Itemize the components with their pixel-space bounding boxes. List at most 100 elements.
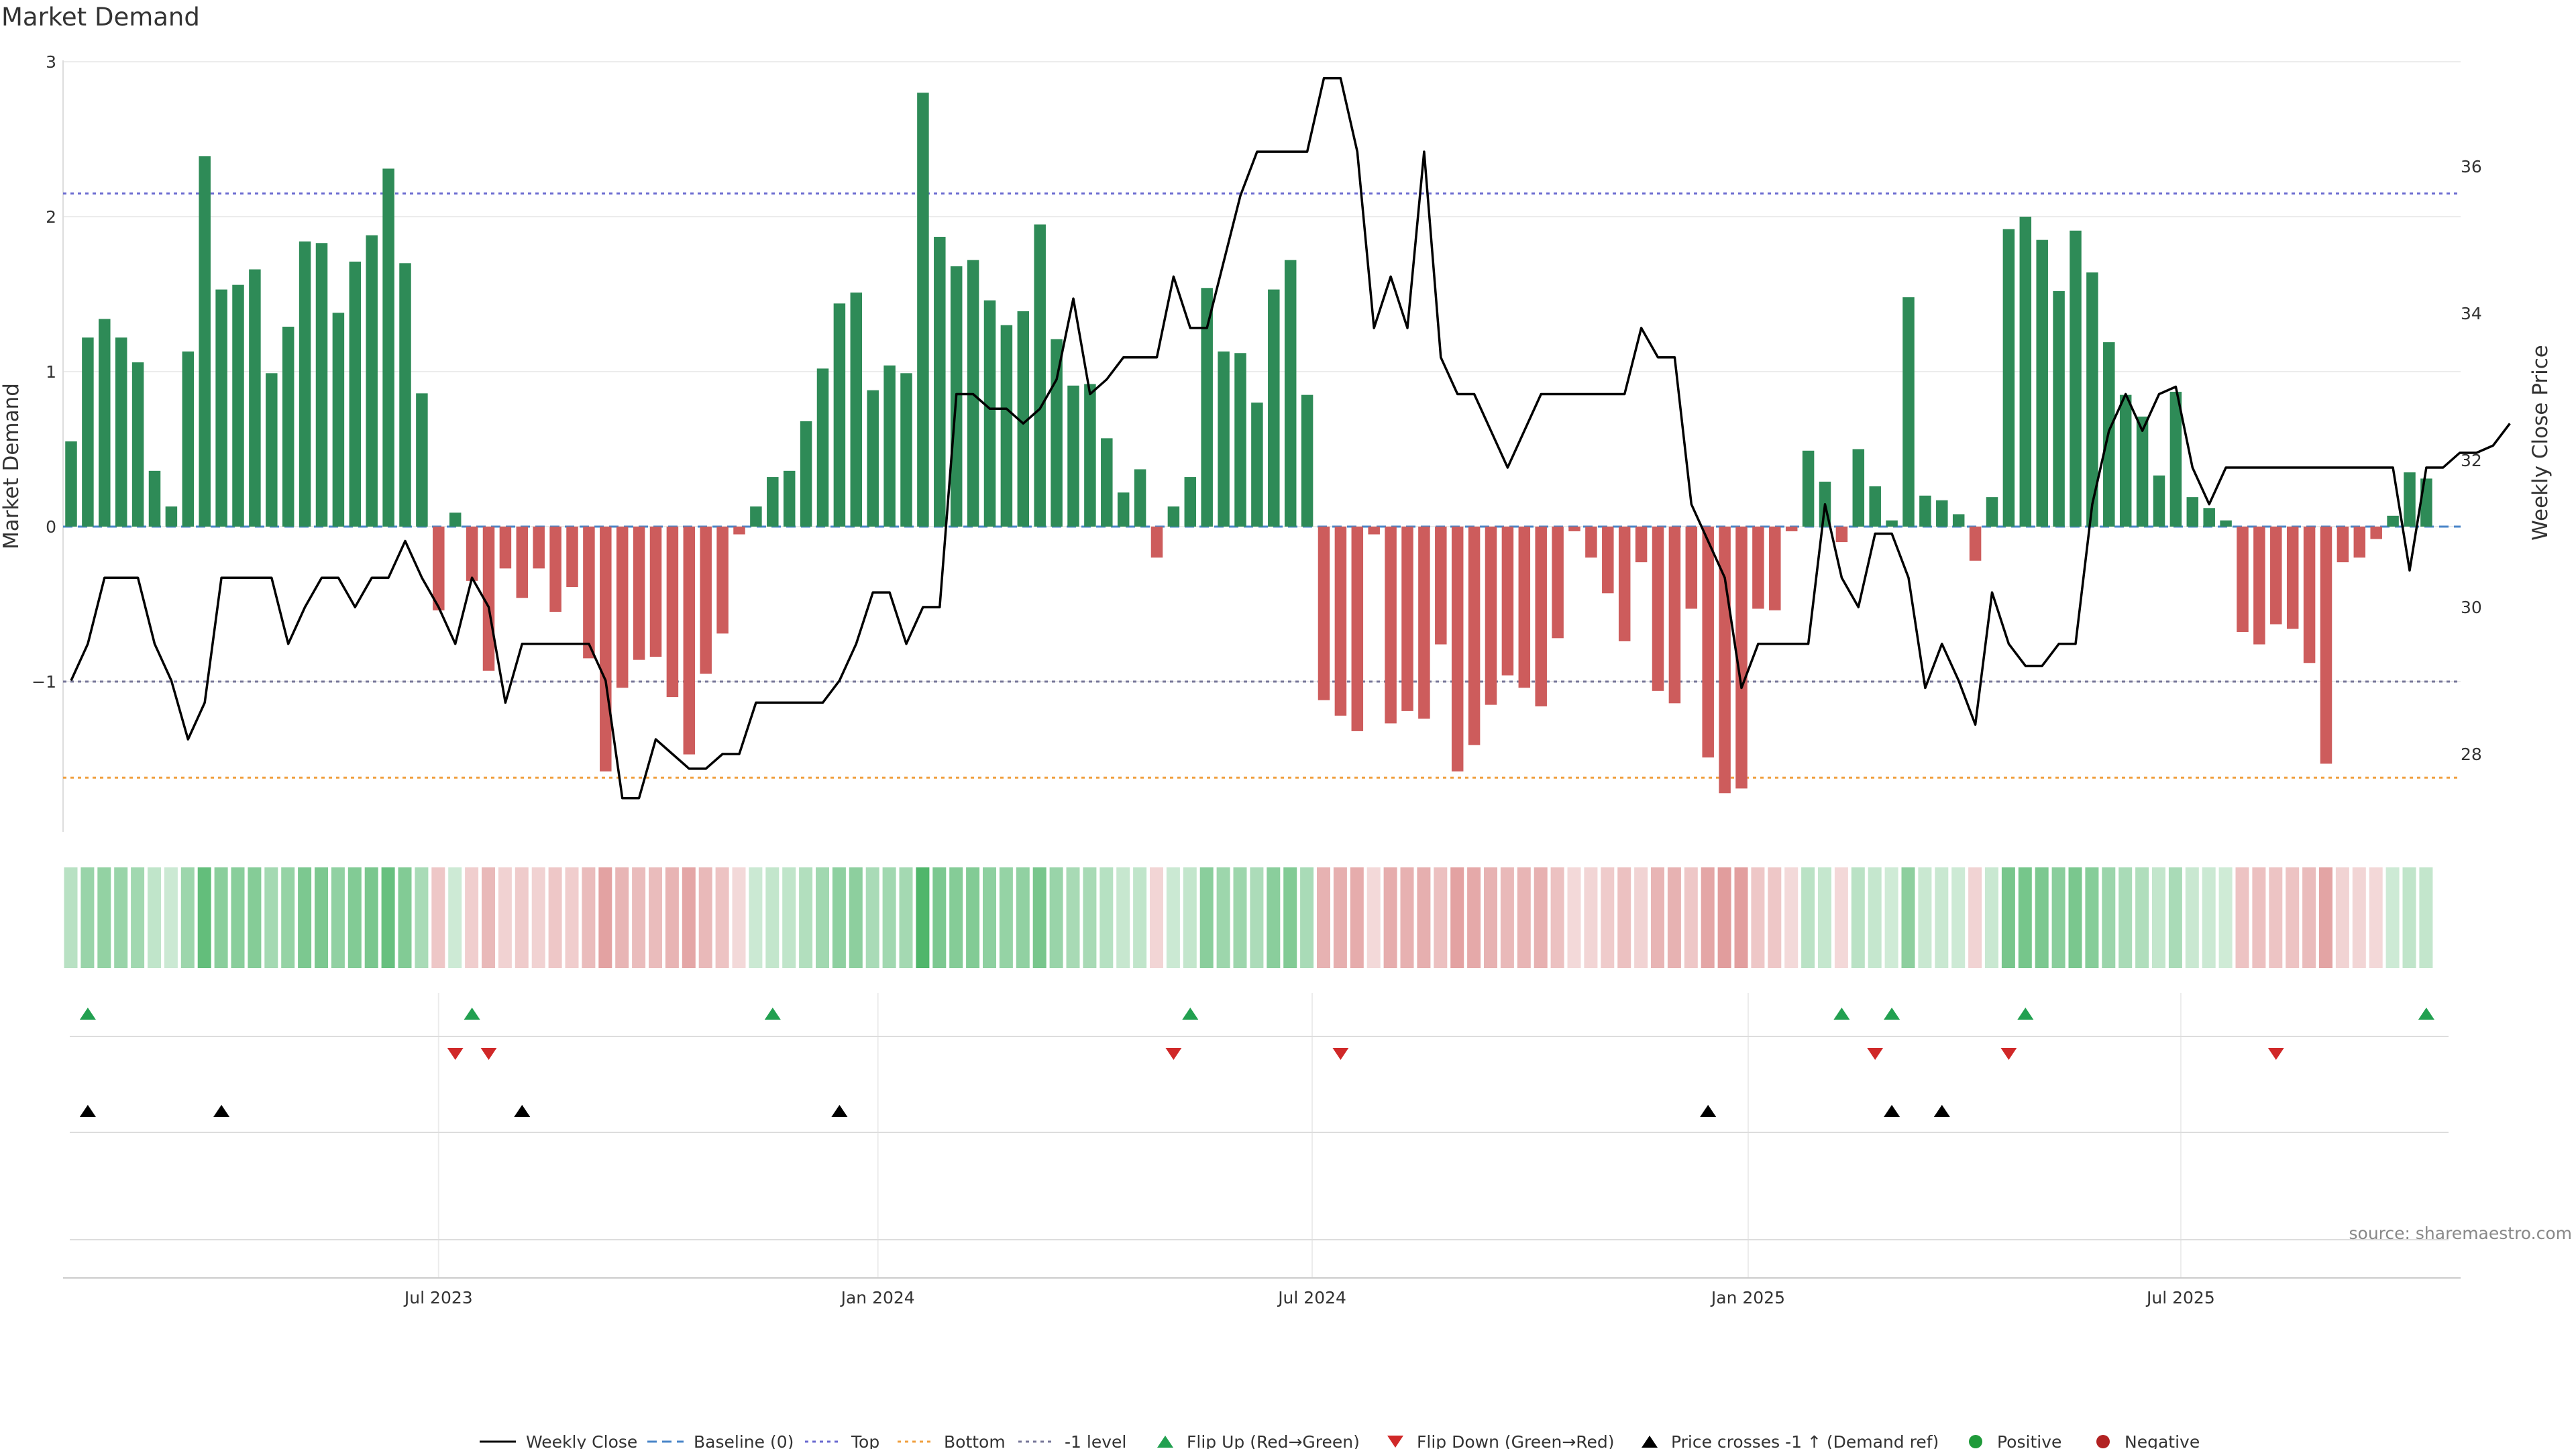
demand-bar <box>1218 351 1230 527</box>
heat-cell <box>1884 867 1898 968</box>
heat-cell <box>849 867 863 968</box>
demand-bar <box>1051 339 1063 527</box>
demand-bar <box>2136 416 2149 527</box>
demand-bar <box>1418 527 1430 719</box>
heat-cell <box>649 867 662 968</box>
heat-cell <box>983 867 996 968</box>
demand-bar <box>2237 527 2249 633</box>
demand-bar <box>299 241 311 527</box>
demand-bar <box>315 243 328 527</box>
flip-up-marker <box>2418 1008 2434 1020</box>
heat-cell <box>1267 867 1281 968</box>
demand-bar <box>1101 438 1113 527</box>
demand-bar <box>2286 527 2299 629</box>
heat-cell <box>1701 867 1715 968</box>
flip-down-marker <box>1867 1048 1884 1060</box>
y-right-tick-label: 34 <box>2461 304 2482 323</box>
heat-cell <box>1935 867 1949 968</box>
heat-cell <box>2135 867 2149 968</box>
heat-cell <box>1851 867 1865 968</box>
heat-cell <box>80 867 95 968</box>
demand-bar <box>1501 527 1514 676</box>
heat-cell <box>916 867 930 968</box>
demand-bar <box>783 470 796 527</box>
heat-cell <box>1032 867 1046 968</box>
demand-bar <box>382 168 394 527</box>
heat-cell <box>1366 867 1381 968</box>
demand-heat-strip <box>64 867 2433 968</box>
price-cross-marker <box>79 1105 96 1117</box>
heat-cell <box>665 867 679 968</box>
left-axis-title: Market Demand <box>0 383 23 549</box>
demand-bar <box>2220 520 2232 527</box>
heat-cell <box>97 867 111 968</box>
heat-cell <box>1901 867 1915 968</box>
demand-bar <box>349 261 362 527</box>
demand-bar <box>2320 527 2332 764</box>
heat-cell <box>598 867 612 968</box>
legend-swatch <box>1642 1436 1658 1448</box>
demand-bar <box>2337 527 2349 563</box>
demand-bar <box>148 470 161 527</box>
axis-ticks: −1 0 1 2 3 28 30 32 34 36 Jul 2023 Jan 2024 Jul 2024… <box>32 52 2482 1307</box>
legend-label: Negative <box>2125 1432 2200 1449</box>
demand-bar <box>733 527 745 535</box>
demand-bar <box>867 390 879 527</box>
heat-cell <box>1868 867 1882 968</box>
demand-bar <box>2169 392 2182 527</box>
demand-bar <box>1468 527 1481 745</box>
heat-cell <box>1951 867 1966 968</box>
heat-cell <box>1083 867 1097 968</box>
heat-cell <box>197 867 211 968</box>
demand-bar <box>750 506 762 527</box>
price-cross-marker <box>1933 1105 1950 1117</box>
demand-bar <box>2070 230 2082 527</box>
flip-up-marker <box>464 1008 480 1020</box>
flip-down-marker <box>480 1048 497 1060</box>
demand-bar <box>1668 527 1681 704</box>
demand-bar <box>232 284 244 527</box>
demand-bar <box>1034 224 1046 527</box>
demand-bar <box>165 506 178 527</box>
demand-bar <box>282 327 294 527</box>
demand-bar <box>1735 527 1748 789</box>
heat-cell <box>1383 867 1397 968</box>
demand-bar <box>767 477 779 527</box>
heat-cell <box>1617 867 1631 968</box>
legend: Weekly Close Baseline (0) Top Bottom -1 leve… <box>480 1432 2200 1449</box>
demand-bar <box>2370 527 2382 539</box>
flip-up-marker <box>1182 1008 1199 1020</box>
demand-bar <box>1201 288 1213 527</box>
x-tick-label: Jul 2024 <box>1277 1288 1346 1307</box>
heat-cell <box>1099 867 1114 968</box>
legend-label: Bottom <box>944 1432 1006 1449</box>
price-cross-marker <box>1884 1105 1900 1117</box>
heat-cell <box>2085 867 2099 968</box>
demand-bar <box>2303 527 2316 663</box>
heat-cell <box>548 867 562 968</box>
heat-cell <box>2218 867 2233 968</box>
heat-cell <box>1768 867 1782 968</box>
demand-bar <box>800 421 812 527</box>
heat-cell <box>1500 867 1514 968</box>
y-left-tick-label: 0 <box>46 517 56 537</box>
heat-cell <box>1400 867 1414 968</box>
heat-cell <box>1417 867 1431 968</box>
heat-cell <box>1567 867 1581 968</box>
heat-cell <box>1450 867 1464 968</box>
right-axis-title: Weekly Close Price <box>2528 345 2553 541</box>
flip-down-marker <box>2267 1048 2284 1060</box>
demand-bar <box>399 263 411 527</box>
demand-bar <box>900 373 912 527</box>
heat-cell <box>515 867 529 968</box>
demand-bar <box>1117 492 1130 527</box>
heat-cell <box>448 867 462 968</box>
weekly-close-series <box>70 76 2511 800</box>
heat-cell <box>899 867 913 968</box>
heat-cell <box>1634 867 1648 968</box>
x-tick-label: Jan 2025 <box>1710 1288 1785 1307</box>
demand-bar <box>482 527 495 671</box>
demand-bar <box>1685 527 1698 609</box>
heat-cell <box>2068 867 2082 968</box>
demand-bar <box>549 527 561 612</box>
